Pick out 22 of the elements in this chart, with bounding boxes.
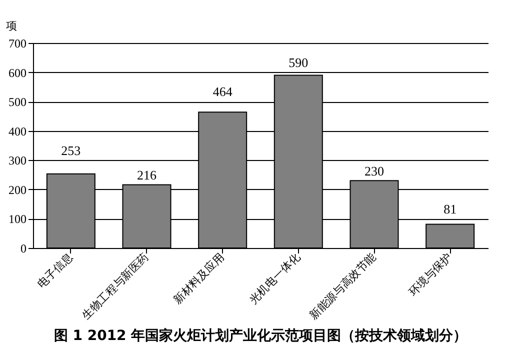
data-label: 590 xyxy=(288,55,308,70)
data-label: 230 xyxy=(364,164,384,179)
x-tick-label: 环境与保护 xyxy=(406,250,454,299)
y-tick-label: 300 xyxy=(8,154,26,168)
data-label: 253 xyxy=(61,142,81,158)
x-tick-label: 电子信息 xyxy=(34,250,76,291)
y-tick-label: 600 xyxy=(8,66,26,80)
x-tick-label: 新能源与高效节能 xyxy=(307,250,378,322)
data-label: 81 xyxy=(444,201,457,216)
x-tick-label: 光机电一体化 xyxy=(246,250,303,306)
x-tick-label: 生物工程与新医药 xyxy=(80,250,151,322)
y-tick-label: 0 xyxy=(20,242,26,256)
data-label: 464 xyxy=(212,84,233,100)
data-label: 216 xyxy=(137,168,157,183)
x-tick-label: 新材料及应用 xyxy=(170,250,227,306)
y-tick-label: 700 xyxy=(8,36,26,50)
y-tick-label: 200 xyxy=(8,182,26,197)
y-tick-label: 500 xyxy=(8,95,26,110)
y-tick-label: 400 xyxy=(8,124,26,138)
y-tick-label: 100 xyxy=(8,212,26,226)
y-axis-title: 项 xyxy=(6,20,17,32)
text: 图 1 2012 年国家火炬计划产业化示范项目图（按技术领域划分） xyxy=(54,326,468,344)
